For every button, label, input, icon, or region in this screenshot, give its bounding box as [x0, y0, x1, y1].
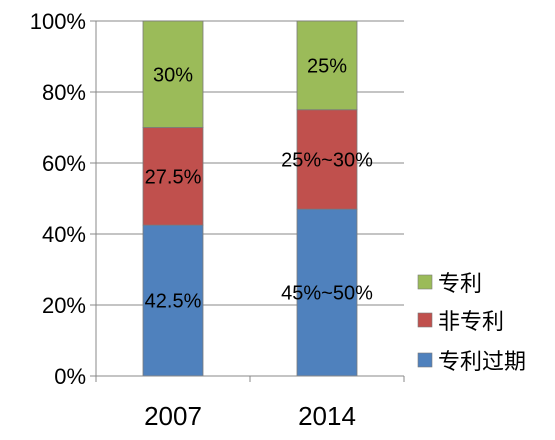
bar-segment [142, 127, 204, 226]
x-category-label: 2014 [298, 401, 356, 431]
axes [90, 20, 405, 382]
legend-swatch [417, 352, 433, 368]
data-label: 42.5% [145, 291, 202, 313]
y-tick-label: 100% [30, 9, 86, 34]
y-tick-label: 20% [42, 293, 86, 318]
data-label: 45%~50% [281, 283, 373, 305]
data-labels: 42.5% 27.5% 30% 45%~50% 25%~30% 25% [145, 55, 373, 312]
x-category-labels: 2007 2014 [144, 401, 356, 431]
x-category-label: 2007 [144, 401, 202, 431]
legend-label: 专利过期 [438, 350, 526, 375]
bars [142, 20, 358, 377]
y-tick-label: 80% [42, 80, 86, 105]
bar-segment [296, 20, 358, 111]
y-tick-labels: 0% 20% 40% 60% 80% 100% [30, 9, 86, 389]
bar-segment [142, 20, 204, 128]
y-tick-label: 0% [54, 364, 86, 389]
data-label: 25% [307, 55, 347, 77]
y-tick-label: 40% [42, 222, 86, 247]
bar-segment [142, 224, 204, 377]
legend-label: 非专利 [438, 310, 504, 335]
legend-label: 专利 [438, 272, 482, 297]
legend-swatch [417, 274, 433, 290]
data-label: 25%~30% [281, 149, 373, 171]
y-tick-label: 60% [42, 151, 86, 176]
data-label: 30% [153, 64, 193, 86]
legend-swatch [417, 312, 433, 328]
data-label: 27.5% [145, 166, 202, 188]
